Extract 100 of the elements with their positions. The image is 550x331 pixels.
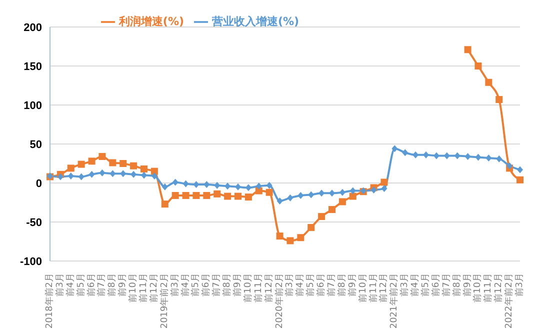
point xyxy=(370,186,377,194)
x-tick-label: 前6月 xyxy=(200,273,212,297)
point xyxy=(78,173,84,180)
x-tick-label: 前7月 xyxy=(326,273,337,297)
point xyxy=(338,198,346,206)
x-tick-label: 前12月 xyxy=(493,273,504,302)
point xyxy=(255,187,262,194)
point xyxy=(151,172,158,180)
point xyxy=(339,188,346,196)
x-tick-label: 2021年前2月 xyxy=(388,273,400,329)
point xyxy=(318,213,326,220)
point xyxy=(98,152,106,160)
point xyxy=(192,192,200,199)
y-tick-label: 100 xyxy=(24,100,42,112)
y-tick-label: 150 xyxy=(24,60,42,73)
point xyxy=(68,172,74,180)
x-tick-label: 前11月 xyxy=(368,273,379,302)
point xyxy=(349,192,356,200)
point xyxy=(109,159,116,166)
x-tick-label: 前10月 xyxy=(128,273,139,302)
point xyxy=(193,181,200,188)
x-tick-label: 前6月 xyxy=(316,273,327,297)
x-tick-label: 前5月 xyxy=(420,273,431,297)
x-tick-label: 前3月 xyxy=(169,273,180,297)
x-tick-label: 前8月 xyxy=(222,273,233,297)
point xyxy=(506,162,513,170)
point xyxy=(78,160,85,168)
point xyxy=(464,152,471,160)
point xyxy=(474,62,482,70)
x-tick-label: 前10月 xyxy=(242,273,254,302)
point xyxy=(203,192,210,199)
point xyxy=(120,170,126,178)
point xyxy=(130,170,137,178)
x-tick-label: 前4月 xyxy=(180,273,191,297)
point xyxy=(402,149,408,156)
point xyxy=(433,152,440,160)
point xyxy=(99,169,106,176)
point xyxy=(224,182,231,190)
point xyxy=(141,172,147,179)
x-tick-label: 前7月 xyxy=(96,273,108,297)
x-tick-label: 前3月 xyxy=(284,273,296,297)
x-tick-label: 前3月 xyxy=(399,273,410,297)
x-tick-label: 前12月 xyxy=(263,273,274,302)
x-tick-label: 前8月 xyxy=(336,273,348,297)
point xyxy=(412,151,419,158)
point xyxy=(496,96,503,104)
y-tick-label: -100 xyxy=(20,256,42,268)
point xyxy=(162,183,168,190)
legend-label: 利润增速(%) xyxy=(118,15,184,28)
x-tick-label: 前10月 xyxy=(472,273,484,302)
point xyxy=(204,181,210,188)
point xyxy=(88,158,96,165)
point xyxy=(516,176,524,184)
point xyxy=(329,190,335,197)
point xyxy=(381,184,388,192)
x-tick-label: 前8月 xyxy=(106,273,118,297)
point xyxy=(276,197,283,204)
point xyxy=(444,152,450,160)
point xyxy=(328,206,336,214)
point xyxy=(57,173,64,180)
point xyxy=(182,192,190,199)
point xyxy=(308,224,315,231)
y-tick-label: -50 xyxy=(26,216,42,229)
x-tick-label: 前11月 xyxy=(482,273,494,302)
x-tick-label: 前6月 xyxy=(86,273,97,297)
x-tick-label: 前6月 xyxy=(430,273,442,297)
point xyxy=(172,192,179,199)
point xyxy=(392,145,398,152)
point xyxy=(287,194,294,202)
point xyxy=(496,155,502,162)
point xyxy=(140,165,148,172)
point xyxy=(234,192,242,200)
point xyxy=(88,170,95,178)
point xyxy=(172,178,178,186)
x-tick-label: 前9月 xyxy=(462,273,473,297)
point xyxy=(276,232,284,240)
x-tick-label: 前11月 xyxy=(252,273,264,302)
point xyxy=(244,194,252,201)
x-tick-label: 前5月 xyxy=(305,273,316,297)
point xyxy=(245,184,252,192)
x-tick-label: 前3月 xyxy=(54,273,66,297)
point xyxy=(308,191,314,198)
x-tick-label: 前5月 xyxy=(190,273,202,297)
point xyxy=(286,237,294,244)
point xyxy=(298,192,304,199)
x-tick-label: 前10月 xyxy=(357,273,368,302)
point xyxy=(120,160,127,167)
point xyxy=(161,200,168,208)
x-tick-label: 2018年前2月 xyxy=(44,273,55,329)
point xyxy=(266,188,273,196)
point xyxy=(266,182,272,189)
point xyxy=(235,183,241,190)
x-tick-label: 2019年前2月 xyxy=(158,273,170,329)
point xyxy=(318,190,325,197)
point xyxy=(350,187,356,194)
x-tick-label: 前8月 xyxy=(451,273,462,297)
point xyxy=(464,46,472,54)
point xyxy=(485,78,492,86)
legend-label: 营业收入增速(%) xyxy=(212,15,300,28)
x-tick-label: 前4月 xyxy=(294,273,306,297)
